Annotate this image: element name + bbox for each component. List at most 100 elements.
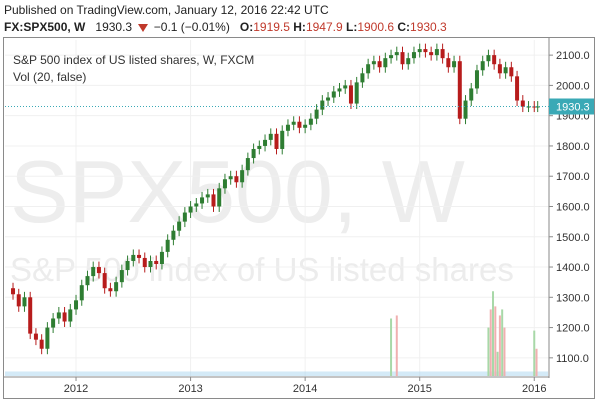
candle-body [137, 254, 142, 258]
last-price: 1930.3 [95, 20, 133, 34]
candle-body [142, 257, 147, 268]
candle-body [188, 206, 193, 213]
grid [5, 40, 549, 377]
candle-body [486, 55, 491, 62]
candles [11, 43, 540, 355]
candle-body [452, 61, 457, 68]
open-label: O: [239, 20, 254, 34]
volume-bar [390, 318, 393, 376]
y-tick-label: 1600.0 [556, 201, 590, 213]
candle-body [314, 109, 319, 119]
candle-body [526, 106, 531, 108]
candle-body [16, 294, 21, 307]
candle-body [291, 121, 296, 125]
candle-body [337, 88, 342, 92]
candle-body [79, 285, 84, 301]
candle-body [165, 239, 170, 252]
candle-body [228, 176, 233, 180]
volume-bar [489, 309, 492, 376]
candle-body [68, 309, 73, 322]
candle-body [245, 158, 250, 171]
candle-body [22, 297, 27, 307]
candle-body [125, 260, 130, 271]
candle-body [102, 273, 107, 289]
candle-body [400, 52, 405, 65]
volume-bar [494, 306, 497, 376]
candle-body [348, 85, 353, 104]
candle-body [131, 254, 136, 261]
candle-body [440, 49, 445, 59]
x-tick-label: 2016 [522, 383, 546, 395]
price-axis[interactable]: 1100.0 1200.0 1300.0 1400.0 1500.0 1600.0 1700… [548, 38, 590, 378]
candle-body [308, 118, 313, 125]
candle-body [217, 188, 222, 207]
candle-body [268, 133, 273, 140]
candle-body [331, 91, 336, 98]
candle-body [394, 52, 399, 56]
published-line: Published on TradingView.com, January 12… [4, 3, 329, 17]
volume-bar [492, 291, 495, 376]
candle-body [285, 124, 290, 131]
last-price-box [549, 98, 594, 115]
candle-body [509, 67, 514, 77]
last-price-marker: 1930.3 [5, 98, 594, 115]
candle-body [62, 312, 67, 322]
y-tick-label: 1500.0 [556, 232, 590, 244]
volume-bar [501, 309, 504, 376]
candle-body [535, 106, 540, 108]
candle-body [240, 170, 245, 183]
candle-body [274, 133, 279, 149]
candle-body [480, 61, 485, 71]
open-value: 1919.5 [253, 20, 290, 34]
candle-body [39, 339, 44, 349]
y-tick-label: 1800.0 [556, 141, 590, 153]
candle-body [148, 260, 153, 268]
candle-body [211, 194, 216, 207]
volume-bar [487, 327, 490, 376]
close-label: C: [397, 20, 411, 34]
time-axis[interactable]: 2012 2013 2014 2015 2016 [4, 376, 549, 395]
candle-body [194, 203, 199, 207]
candle-body [108, 288, 113, 292]
candle-body [326, 97, 331, 101]
last-price-label: 1930.3 [556, 102, 590, 114]
volume-bar [503, 327, 506, 376]
y-tick-label: 1300.0 [556, 292, 590, 304]
change-value: −0.1 (−0.01%) [153, 20, 230, 34]
candle-body [429, 52, 434, 56]
candle-body [469, 88, 474, 101]
x-tick-label: 2012 [64, 383, 88, 395]
candle-body [85, 276, 90, 286]
candle-body [423, 49, 428, 53]
candle-body [457, 61, 462, 119]
volume-bar [533, 330, 536, 376]
candle-body [343, 85, 348, 89]
low-value: 1900.6 [357, 20, 395, 34]
candle-body [377, 61, 382, 68]
candle-body [406, 58, 411, 65]
volume-bar [535, 348, 538, 376]
x-tick-label: 2015 [407, 383, 431, 395]
candle-body [159, 251, 164, 264]
candle-body [28, 297, 33, 334]
candle-body [45, 327, 50, 349]
candle-body [177, 221, 182, 231]
candle-body [320, 100, 325, 110]
candle-body [56, 312, 61, 319]
volume-indicator-label: Vol (20, false) [13, 70, 86, 84]
volume-bar [496, 351, 499, 376]
low-label: L: [345, 20, 358, 34]
candle-body [354, 82, 359, 104]
y-tick-label: 1200.0 [556, 323, 590, 335]
candle-body [532, 106, 537, 108]
candle-body [492, 55, 497, 65]
volume-bar [395, 315, 398, 376]
high-label: H: [293, 20, 306, 34]
quote-line: FX:SPX500, W 1930.3 −0.1 (−0.01%) O:1919… [4, 20, 447, 34]
high-value: 1947.9 [305, 20, 343, 34]
down-triangle-icon [138, 24, 149, 32]
candle-body [251, 148, 256, 159]
watermark-symbol: SPX500, W [10, 142, 465, 241]
candle-body [96, 267, 101, 274]
